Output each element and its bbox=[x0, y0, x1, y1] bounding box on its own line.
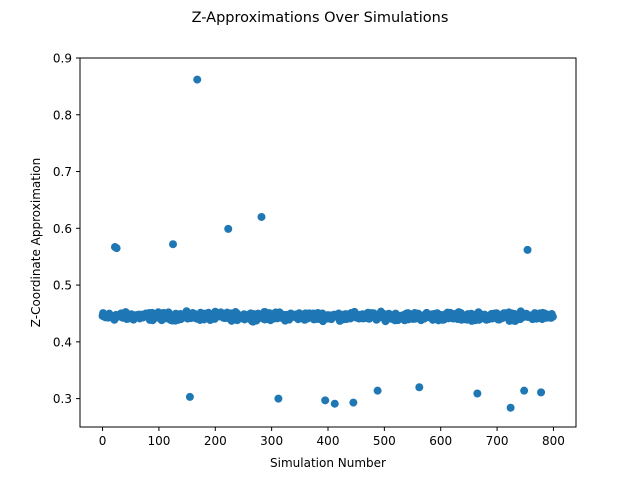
data-point bbox=[224, 224, 233, 233]
y-axis: 0.3 0.4 0.5 0.6 0.7 0.8 0.9 bbox=[53, 52, 80, 406]
data-point bbox=[193, 75, 202, 84]
data-point bbox=[373, 386, 382, 395]
data-point bbox=[415, 383, 424, 392]
plot-frame bbox=[79, 57, 577, 428]
data-point bbox=[257, 212, 266, 221]
data-point bbox=[185, 392, 194, 401]
data-point bbox=[520, 386, 529, 395]
data-point bbox=[537, 388, 546, 397]
x-tick-label: 100 bbox=[147, 434, 170, 448]
y-tick-label: 0.6 bbox=[53, 222, 72, 236]
y-tick-label: 0.7 bbox=[53, 165, 72, 179]
data-point bbox=[473, 389, 482, 398]
x-tick-label: 700 bbox=[486, 434, 509, 448]
x-tick-label: 600 bbox=[429, 434, 452, 448]
y-tick-label: 0.8 bbox=[53, 108, 72, 122]
x-tick-label: 500 bbox=[373, 434, 396, 448]
x-tick-label: 200 bbox=[204, 434, 227, 448]
x-tick-label: 400 bbox=[317, 434, 340, 448]
y-axis-label: Z-Coordinate Approximation bbox=[29, 158, 43, 328]
x-tick-label: 800 bbox=[542, 434, 565, 448]
data-point bbox=[330, 399, 339, 408]
x-tick-label: 300 bbox=[260, 434, 283, 448]
data-point bbox=[548, 312, 557, 321]
data-point bbox=[169, 240, 177, 249]
y-tick-label: 0.4 bbox=[53, 335, 72, 349]
data-point bbox=[112, 244, 121, 253]
data-point bbox=[506, 403, 515, 412]
chart-title: Z-Approximations Over Simulations bbox=[192, 10, 449, 26]
y-tick-label: 0.3 bbox=[53, 392, 72, 406]
data-point bbox=[321, 396, 330, 405]
data-points bbox=[98, 75, 557, 412]
x-tick-label: 0 bbox=[99, 434, 107, 448]
x-axis: 0 100 200 300 400 500 600 700 800 bbox=[99, 427, 565, 448]
y-tick-label: 0.9 bbox=[53, 52, 72, 66]
data-point bbox=[523, 245, 532, 254]
y-tick-label: 0.5 bbox=[53, 279, 72, 293]
data-point bbox=[274, 394, 283, 403]
x-axis-label: Simulation Number bbox=[270, 456, 386, 470]
data-point bbox=[349, 398, 358, 407]
